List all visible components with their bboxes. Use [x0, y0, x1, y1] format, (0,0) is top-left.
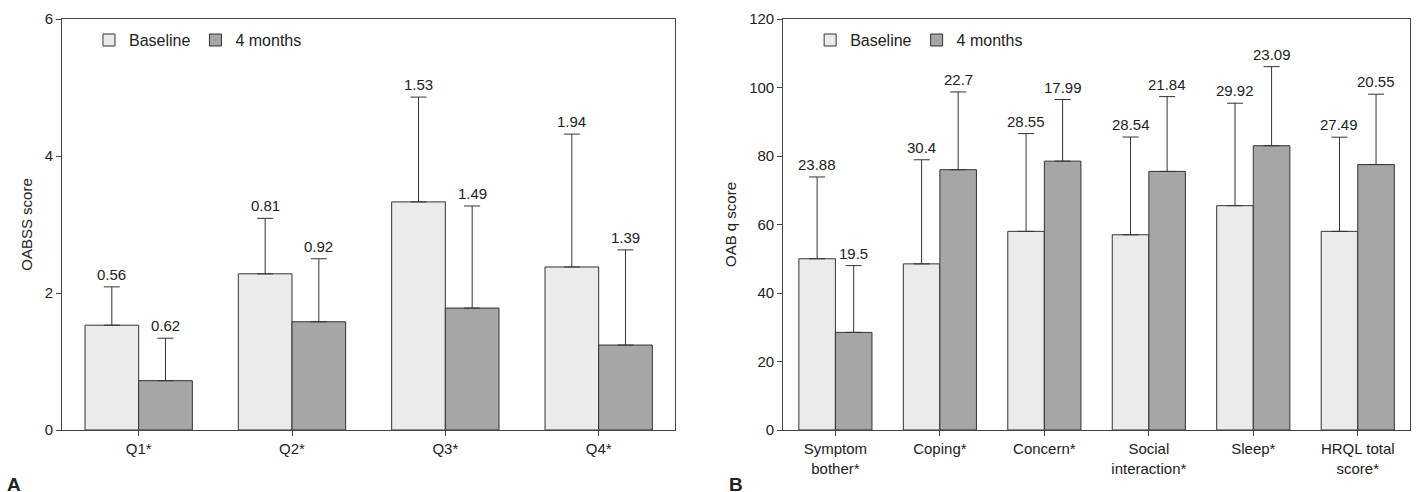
svg-text:20.55: 20.55	[1357, 73, 1395, 90]
svg-text:1.94: 1.94	[557, 113, 586, 130]
svg-text:23.09: 23.09	[1253, 46, 1291, 63]
svg-text:60: 60	[757, 216, 774, 233]
svg-text:30.4: 30.4	[907, 139, 936, 156]
svg-text:6: 6	[45, 10, 53, 27]
svg-text:1.49: 1.49	[458, 185, 487, 202]
svg-text:0.81: 0.81	[251, 197, 280, 214]
svg-text:20: 20	[757, 353, 774, 370]
svg-text:0.62: 0.62	[151, 317, 180, 334]
svg-text:Q1*: Q1*	[126, 440, 152, 457]
svg-text:Q2*: Q2*	[279, 440, 305, 457]
svg-text:4 months: 4 months	[957, 32, 1023, 49]
svg-text:22.7: 22.7	[944, 71, 973, 88]
svg-text:0: 0	[45, 421, 53, 438]
svg-text:0.92: 0.92	[304, 238, 333, 255]
svg-text:28.55: 28.55	[1007, 113, 1045, 130]
svg-text:27.49: 27.49	[1320, 116, 1358, 133]
svg-text:29.92: 29.92	[1216, 82, 1254, 99]
svg-text:4: 4	[45, 147, 53, 164]
svg-text:A: A	[7, 474, 21, 492]
svg-text:19.5: 19.5	[839, 245, 868, 262]
svg-text:1.39: 1.39	[611, 229, 640, 246]
svg-text:100: 100	[749, 79, 774, 96]
svg-text:Sleep*: Sleep*	[1231, 440, 1275, 457]
svg-text:Baseline: Baseline	[850, 32, 911, 49]
svg-text:23.88: 23.88	[798, 156, 836, 173]
svg-text:Concern*: Concern*	[1013, 440, 1076, 457]
svg-text:40: 40	[757, 284, 774, 301]
svg-text:80: 80	[757, 147, 774, 164]
svg-text:Baseline: Baseline	[129, 32, 190, 49]
svg-text:Socialinteraction*: Socialinteraction*	[1111, 440, 1186, 477]
svg-text:Symptombother*: Symptombother*	[804, 440, 867, 477]
svg-text:2: 2	[45, 284, 53, 301]
svg-text:120: 120	[749, 10, 774, 27]
svg-text:4 months: 4 months	[235, 32, 301, 49]
svg-text:21.84: 21.84	[1148, 76, 1186, 93]
svg-text:0.56: 0.56	[97, 266, 126, 283]
svg-text:1.53: 1.53	[404, 76, 433, 93]
svg-text:Q4*: Q4*	[586, 440, 612, 457]
svg-text:HRQL totalscore*: HRQL totalscore*	[1321, 440, 1395, 477]
svg-text:OABSS score: OABSS score	[18, 178, 35, 271]
svg-text:17.99: 17.99	[1044, 79, 1082, 96]
svg-text:Coping*: Coping*	[913, 440, 967, 457]
svg-text:0: 0	[766, 421, 774, 438]
svg-text:Q3*: Q3*	[432, 440, 458, 457]
svg-text:28.54: 28.54	[1112, 116, 1150, 133]
svg-text:B: B	[729, 474, 743, 492]
svg-text:OAB q score: OAB q score	[722, 182, 739, 267]
